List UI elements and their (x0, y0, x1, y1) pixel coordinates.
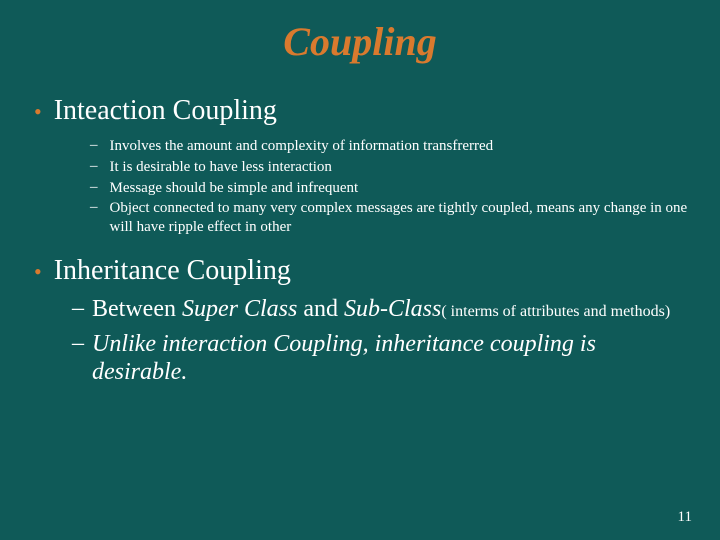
bullet-dot-icon: • (34, 261, 42, 283)
text-pre: Between (92, 296, 182, 322)
text-italic: Super Class (182, 296, 297, 322)
bullet-list: • Inteaction Coupling – Involves the amo… (28, 95, 692, 387)
dash-icon: – (90, 199, 98, 237)
sub-list-large: – Between Super Class and Sub-Class( int… (72, 295, 692, 387)
list-item: – Object connected to many very complex … (90, 199, 692, 237)
text-tail-small: ( interms of attributes and methods) (441, 303, 670, 320)
page-number: 11 (678, 509, 692, 526)
list-item: – Message should be simple and infrequen… (90, 179, 692, 198)
dash-icon: – (90, 158, 98, 177)
item-text: Object connected to many very complex me… (110, 199, 690, 237)
list-item: – It is desirable to have less interacti… (90, 158, 692, 177)
text-mid: and (297, 296, 344, 322)
list-item: – Involves the amount and complexity of … (90, 137, 692, 156)
section-inheritance: • Inheritance Coupling – Between Super C… (28, 255, 692, 387)
section-heading: Inteaction Coupling (54, 95, 277, 127)
slide-title: Coupling (28, 18, 692, 65)
bullet-dot-icon: • (34, 101, 42, 123)
list-item: – Unlike interaction Coupling, inheritan… (72, 330, 692, 388)
section-heading: Inheritance Coupling (54, 255, 291, 287)
list-item: – Between Super Class and Sub-Class( int… (72, 295, 692, 324)
sub-list-small: – Involves the amount and complexity of … (90, 137, 692, 237)
dash-icon: – (72, 330, 84, 388)
item-text-italic: Unlike interaction Coupling, inheritance… (92, 330, 692, 388)
text-italic: Sub-Class (344, 296, 441, 322)
dash-icon: – (72, 295, 84, 324)
section-interaction: • Inteaction Coupling – Involves the amo… (28, 95, 692, 237)
dash-icon: – (90, 137, 98, 156)
item-text: Between Super Class and Sub-Class( inter… (92, 295, 670, 324)
item-text: It is desirable to have less interaction (110, 158, 332, 177)
dash-icon: – (90, 179, 98, 198)
item-text: Involves the amount and complexity of in… (110, 137, 494, 156)
item-text: Message should be simple and infrequent (110, 179, 359, 198)
